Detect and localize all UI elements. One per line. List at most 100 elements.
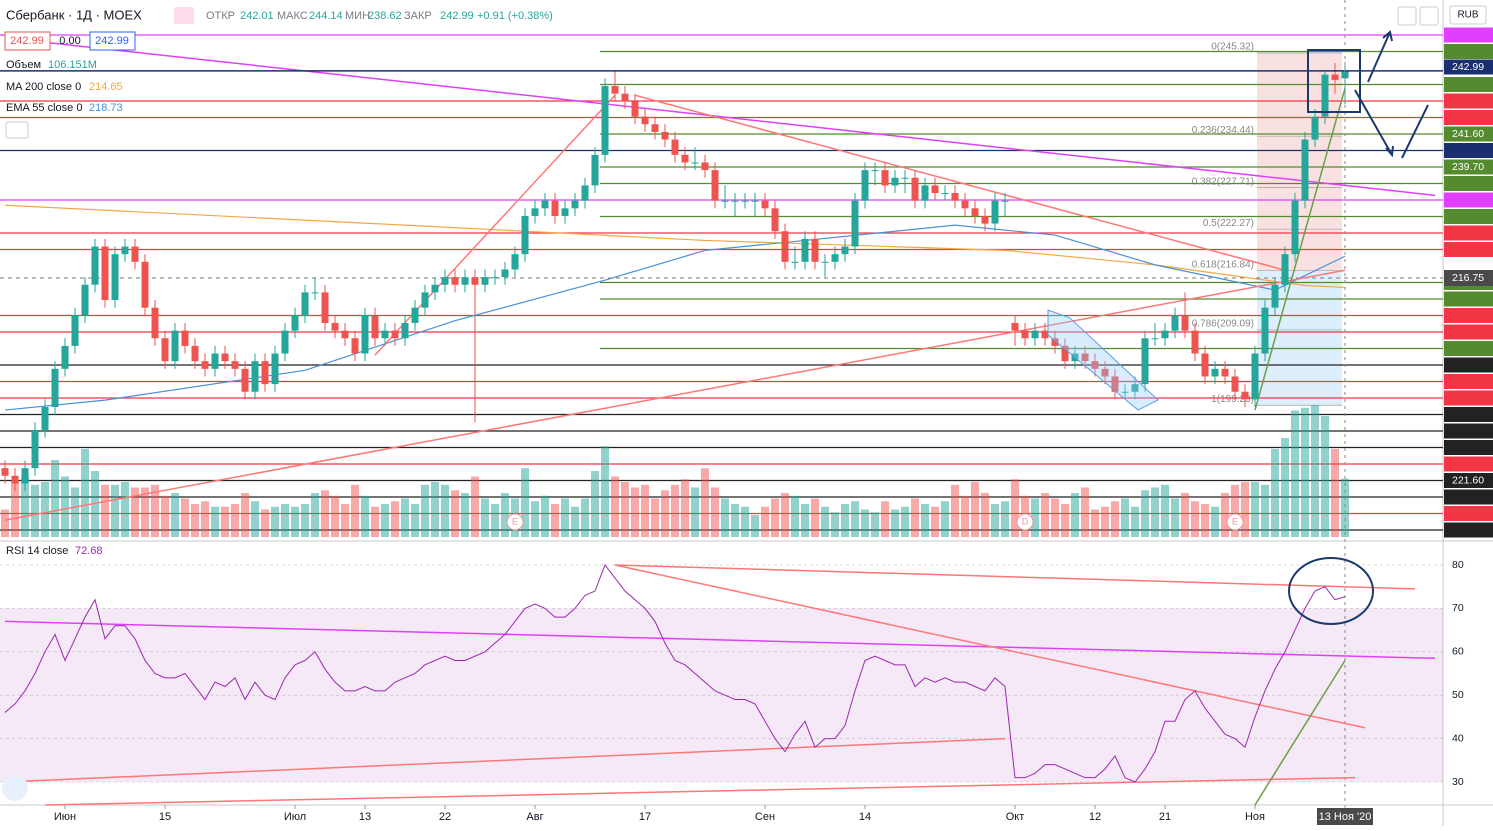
- candle-body: [491, 277, 499, 279]
- candle-body: [501, 269, 509, 278]
- volume-bar: [941, 501, 949, 537]
- candle-body: [51, 368, 59, 408]
- level-label: 221.60: [1452, 474, 1484, 486]
- volume-bar: [931, 506, 939, 537]
- candle-body: [991, 200, 999, 224]
- trend-line: [1254, 88, 1346, 411]
- candle-body: [141, 261, 149, 308]
- volume-bar: [951, 484, 959, 537]
- candle-body: [531, 208, 539, 216]
- candle-body: [1241, 391, 1249, 400]
- candle-body: [41, 407, 49, 430]
- level-tag: [1444, 27, 1493, 43]
- volume-bar: [841, 504, 849, 537]
- candle-body: [411, 307, 419, 323]
- candle-body: [1291, 200, 1299, 255]
- candle-body: [21, 468, 29, 484]
- x-tick-label: Ноя: [1245, 811, 1265, 823]
- volume-bar: [1131, 506, 1139, 537]
- volume-bar: [1151, 487, 1159, 537]
- candle-body: [1081, 353, 1089, 362]
- fullscreen-button[interactable]: [1419, 6, 1439, 26]
- candle-body: [271, 353, 279, 385]
- candle-body: [741, 200, 749, 202]
- ema-value: 218.73: [89, 102, 123, 114]
- candle-body: [331, 322, 339, 331]
- volume-bar: [481, 498, 489, 537]
- candle-body: [121, 246, 129, 255]
- candle-body: [371, 315, 379, 339]
- ma-value: 214.65: [89, 81, 123, 93]
- candle-body: [191, 345, 199, 362]
- candle-body: [1011, 322, 1019, 331]
- candle-body: [171, 330, 179, 362]
- candle-body: [1001, 200, 1009, 202]
- level-tag: [1444, 126, 1493, 142]
- x-tick-label: Июл: [284, 811, 306, 823]
- volume-bar: [31, 484, 39, 537]
- volume-bar: [1031, 498, 1039, 537]
- candle-body: [471, 277, 479, 285]
- download-button[interactable]: [1397, 6, 1417, 26]
- open-value: 242.01: [240, 10, 274, 22]
- candle-body: [931, 185, 939, 194]
- candle-body: [301, 292, 309, 316]
- high-value: 244.14: [309, 10, 343, 22]
- candle-body: [611, 86, 619, 94]
- candle-body: [451, 277, 459, 285]
- fib-label: 0.618(216.84): [1192, 259, 1254, 270]
- candle-body: [631, 101, 639, 117]
- candle-body: [211, 353, 219, 369]
- high-label: МАКС: [277, 10, 308, 22]
- candle-body: [1251, 353, 1259, 400]
- level-tag: [1444, 357, 1493, 373]
- x-tick-label: 13: [359, 811, 371, 823]
- volume-bar: [501, 493, 509, 537]
- logo[interactable]: [2, 775, 28, 801]
- highlight-ellipse: [1288, 557, 1374, 625]
- rsi-tick-label: 80: [1452, 559, 1464, 571]
- collapse-button[interactable]: [5, 121, 29, 139]
- bid-box[interactable]: [4, 31, 51, 51]
- volume-bar: [1161, 484, 1169, 537]
- x-tick-label: 13 Ноя '20: [1319, 811, 1372, 823]
- currency-button[interactable]: [1449, 5, 1487, 25]
- candle-body: [981, 215, 989, 224]
- level-tag: [1444, 456, 1493, 472]
- x-tick-label: Сен: [755, 811, 775, 823]
- volume-bar: [1201, 504, 1209, 537]
- level-tag: [1444, 143, 1493, 158]
- bid: 242.99: [10, 35, 44, 47]
- volume-bar: [1221, 493, 1229, 537]
- candle-body: [131, 246, 139, 262]
- volume-bar: [1081, 487, 1089, 537]
- level-tag: [1444, 225, 1493, 241]
- volume-bar: [691, 487, 699, 537]
- candle-body: [701, 162, 709, 171]
- volume-bar: [791, 495, 799, 537]
- volume-bar: [521, 468, 529, 537]
- volume-bar: [1061, 504, 1069, 537]
- candle-body: [1041, 330, 1049, 339]
- volume-bar: [11, 482, 19, 537]
- candle-body: [1111, 376, 1119, 392]
- volume-bar: [731, 504, 739, 537]
- level-tag: [1444, 506, 1493, 521]
- level-tag: [1444, 341, 1493, 356]
- compare-icon[interactable]: [174, 7, 194, 24]
- candle-body: [1031, 330, 1039, 339]
- candle-body: [181, 330, 189, 346]
- candle-body: [911, 177, 919, 201]
- volume-bar: [561, 498, 569, 537]
- candle-body: [1331, 74, 1339, 80]
- level-tag: [1444, 308, 1493, 323]
- volume-bar: [341, 504, 349, 537]
- candle-body: [1171, 315, 1179, 331]
- candle-body: [621, 93, 629, 102]
- candle-body: [561, 208, 569, 216]
- candle-body: [11, 475, 19, 484]
- candle-body: [1061, 345, 1069, 362]
- fib-zone: [1257, 270, 1342, 406]
- ask-box[interactable]: [89, 31, 136, 51]
